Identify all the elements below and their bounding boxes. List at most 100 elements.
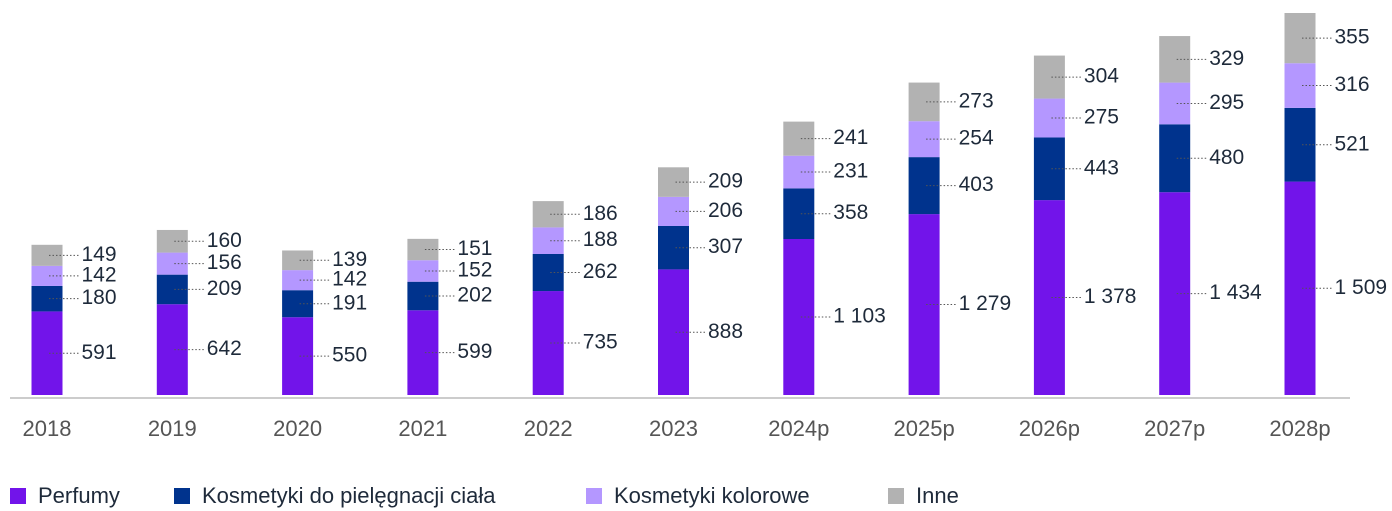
x-tick-label: 2025p — [894, 416, 955, 441]
bar-segment — [31, 265, 63, 286]
bar-segment — [1033, 55, 1065, 99]
data-label: 1 279 — [959, 292, 1012, 315]
x-tick-label: 2021 — [398, 416, 447, 441]
x-tick-label: 2018 — [23, 416, 72, 441]
bar-segment — [908, 121, 940, 158]
data-label: 329 — [1209, 47, 1244, 70]
bar-segment — [1284, 107, 1316, 182]
bar-segment — [31, 311, 63, 395]
data-label: 254 — [959, 127, 994, 150]
legend-swatch — [586, 488, 602, 504]
bar-segment — [282, 290, 314, 318]
bar-segment — [282, 317, 314, 395]
data-label: 191 — [332, 291, 367, 314]
legend-swatch — [10, 488, 26, 504]
data-label: 403 — [959, 173, 994, 196]
bar-segment — [31, 285, 63, 312]
data-label: 480 — [1209, 146, 1244, 169]
legend-label: Kosmetyki do pielęgnacji ciała — [202, 483, 496, 508]
x-tick-label: 2026p — [1019, 416, 1080, 441]
data-label: 642 — [207, 337, 242, 360]
data-label: 202 — [457, 284, 492, 307]
bar-segment — [1159, 82, 1191, 125]
x-tick-label: 2028p — [1269, 416, 1330, 441]
bar-segment — [658, 167, 689, 197]
x-tick-label: 2023 — [649, 416, 698, 441]
legend-label: Kosmetyki kolorowe — [614, 483, 810, 508]
bar-segment — [532, 227, 564, 254]
bar-segment — [31, 244, 63, 266]
data-label: 1 378 — [1084, 285, 1137, 308]
x-tick-label: 2024p — [768, 416, 829, 441]
data-label: 1 434 — [1209, 281, 1262, 304]
bar-segment — [407, 260, 439, 282]
bar-segment — [532, 201, 564, 228]
data-label: 152 — [457, 259, 492, 282]
bar-segment — [908, 157, 940, 215]
bar-segment — [156, 252, 188, 275]
data-label: 304 — [1084, 65, 1119, 88]
x-tick-label: 2022 — [524, 416, 573, 441]
bar-segment — [1159, 36, 1191, 83]
data-label: 151 — [457, 237, 492, 260]
bar-segment — [908, 82, 940, 122]
data-label: 599 — [457, 340, 492, 363]
data-label: 443 — [1084, 156, 1119, 179]
data-label: 209 — [207, 277, 242, 300]
bar-segment — [1284, 13, 1316, 64]
data-label: 139 — [332, 248, 367, 271]
data-label: 149 — [82, 243, 117, 266]
bar-segment — [156, 304, 188, 395]
legend-swatch — [174, 488, 190, 504]
data-label: 1 103 — [833, 305, 886, 328]
bar-segment — [1033, 137, 1065, 201]
bar-segment — [658, 225, 689, 270]
bar-segment — [156, 229, 188, 253]
data-label: 550 — [332, 344, 367, 367]
x-tick-label: 2019 — [148, 416, 197, 441]
legend-swatch — [888, 488, 904, 504]
bar-segment — [282, 270, 314, 291]
data-label: 307 — [708, 235, 743, 258]
bar-segment — [783, 188, 815, 240]
bar-segment — [282, 250, 314, 271]
data-label: 142 — [82, 263, 117, 286]
bar-segment — [1033, 200, 1065, 395]
data-label: 521 — [1335, 132, 1370, 155]
data-label: 262 — [583, 260, 618, 283]
bar-segment — [407, 238, 439, 261]
bar-segment — [783, 239, 815, 395]
data-label: 591 — [82, 341, 117, 364]
bar-segment — [783, 121, 815, 156]
data-label: 180 — [82, 286, 117, 309]
bar-segment — [1159, 192, 1191, 395]
data-label: 316 — [1335, 73, 1370, 96]
bar-segment — [407, 281, 439, 311]
data-label: 241 — [833, 126, 868, 149]
data-label: 188 — [583, 228, 618, 251]
bar-segment — [783, 155, 815, 189]
bar-segment — [156, 274, 188, 305]
data-label: 160 — [207, 229, 242, 252]
data-label: 186 — [583, 202, 618, 225]
data-label: 209 — [708, 170, 743, 193]
bar-segment — [1033, 98, 1065, 138]
legend-label: Inne — [916, 483, 959, 508]
bar-segment — [407, 310, 439, 395]
data-label: 231 — [833, 160, 868, 183]
data-label: 1 509 — [1335, 276, 1388, 299]
data-label: 142 — [332, 268, 367, 291]
bar-segment — [1284, 63, 1316, 108]
data-label: 355 — [1335, 26, 1370, 49]
bar-segment — [658, 269, 689, 395]
data-label: 156 — [207, 251, 242, 274]
x-tick-label: 2020 — [273, 416, 322, 441]
data-label: 273 — [959, 89, 994, 112]
bar-segment — [1284, 181, 1316, 395]
data-label: 358 — [833, 201, 868, 224]
bar-segment — [658, 196, 689, 226]
legend-label: Perfumy — [38, 483, 120, 508]
data-label: 735 — [583, 331, 618, 354]
bar-segment — [532, 291, 564, 395]
